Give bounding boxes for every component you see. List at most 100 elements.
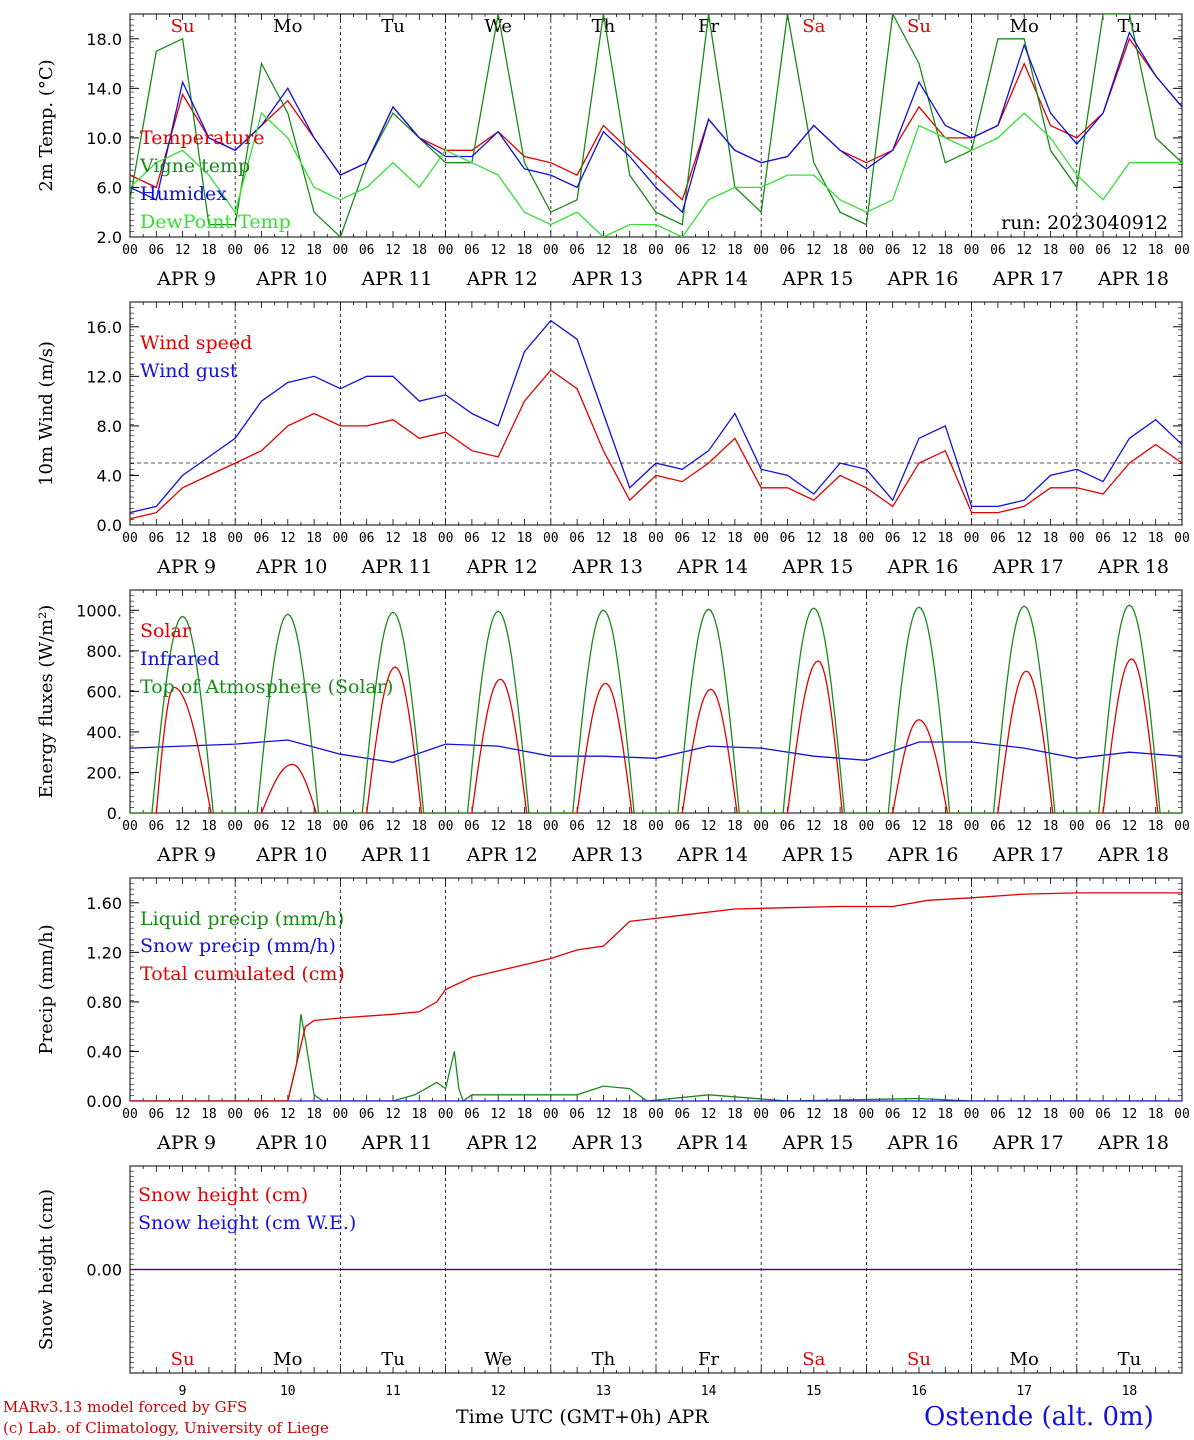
- y-tick-label: 18.0: [86, 30, 122, 49]
- legend-entry: DewPoint Temp: [140, 211, 291, 233]
- x-date-label: APR 11: [360, 268, 432, 290]
- x-hour-label: 06: [990, 243, 1006, 258]
- x-hour-label: 12: [385, 1107, 401, 1122]
- x-hour-label: 12: [175, 243, 191, 258]
- x-hour-label: 18: [832, 531, 848, 546]
- x-hour-label: 06: [254, 1107, 270, 1122]
- x-hour-label: 12: [280, 819, 296, 834]
- x-date-label: APR 13: [571, 1132, 643, 1154]
- y-tick-label: 10.0: [86, 129, 122, 148]
- x-hour-label: 12: [701, 531, 717, 546]
- x-hour-label: 00: [227, 531, 243, 546]
- x-date-label: APR 18: [1097, 268, 1169, 290]
- x-hour-label: 18: [937, 819, 953, 834]
- x-hour-label: 12: [1122, 531, 1138, 546]
- y-tick-label: 0.00: [86, 1261, 122, 1280]
- x-hour-label: 00: [122, 531, 138, 546]
- x-hour-label: 12: [385, 531, 401, 546]
- x-hour-label: 06: [254, 819, 270, 834]
- x-hour-label: 18: [201, 1107, 217, 1122]
- weekday-label: Tu: [381, 16, 405, 37]
- y-tick-label: 600.: [86, 682, 122, 701]
- x-date-label: APR 13: [571, 268, 643, 290]
- x-hour-label: 00: [1069, 243, 1085, 258]
- x-date-label: APR 12: [466, 1132, 538, 1154]
- x-hour-label: 18: [517, 1107, 533, 1122]
- x-hour-label: 18: [517, 243, 533, 258]
- x-hour-label: 00: [859, 819, 875, 834]
- series-group: [130, 604, 1182, 813]
- x-hour-label: 18: [832, 819, 848, 834]
- y-tick-label: 0.00: [86, 1092, 122, 1111]
- y-tick-label: 1.60: [86, 894, 122, 913]
- x-date-label: APR 16: [886, 268, 958, 290]
- x-date-label: APR 14: [676, 268, 748, 290]
- y-tick-label: 200.: [86, 763, 122, 782]
- x-date-label: APR 18: [1097, 556, 1169, 578]
- x-hour-label: 06: [148, 531, 164, 546]
- series-group: [130, 892, 1182, 1101]
- x-axis-title: Time UTC (GMT+0h) APR: [456, 1406, 709, 1428]
- x-hour-label: 06: [1095, 819, 1111, 834]
- run-label: run: 2023040912: [1001, 212, 1168, 234]
- x-hour-label: 06: [359, 1107, 375, 1122]
- x-hour-label: 06: [674, 1107, 690, 1122]
- series-line: [130, 14, 1182, 237]
- weekday-label: Su: [907, 1349, 931, 1370]
- legend-entry: Vigne temp: [139, 155, 250, 177]
- x-date-label: APR 14: [676, 556, 748, 578]
- x-date-label: APR 17: [992, 268, 1064, 290]
- x-day-number: 14: [701, 1384, 717, 1399]
- x-date-label: APR 13: [571, 556, 643, 578]
- panel-3: 0. 200. 400. 600. 800. 1000. Energy fluxes (W/…: [36, 589, 1190, 866]
- x-hour-label: 18: [411, 243, 427, 258]
- x-date-label: APR 15: [781, 1132, 853, 1154]
- x-hour-label: 12: [806, 819, 822, 834]
- x-hour-label: 18: [1043, 819, 1059, 834]
- x-hour-label: 18: [622, 819, 638, 834]
- x-hour-label: 18: [517, 819, 533, 834]
- x-hour-label: 12: [596, 531, 612, 546]
- weekday-label: We: [484, 16, 512, 37]
- x-date-label: APR 10: [255, 844, 327, 866]
- y-tick-label: 800.: [86, 642, 122, 661]
- x-date-label: APR 11: [360, 844, 432, 866]
- x-hour-label: 12: [175, 531, 191, 546]
- y-tick-label: 4.0: [97, 466, 122, 485]
- x-hour-label: 12: [806, 243, 822, 258]
- x-hour-label: 18: [306, 243, 322, 258]
- x-day-number: 11: [385, 1384, 401, 1399]
- x-hour-label: 00: [333, 1107, 349, 1122]
- x-hour-label: 12: [490, 531, 506, 546]
- x-hour-label: 06: [674, 819, 690, 834]
- x-date-label: APR 10: [255, 268, 327, 290]
- x-date-label: APR 16: [886, 844, 958, 866]
- x-hour-label: 00: [753, 531, 769, 546]
- legend-entry: Infrared: [140, 648, 220, 670]
- y-axis-label: 10m Wind (m/s): [36, 341, 57, 486]
- x-hour-label: 00: [333, 531, 349, 546]
- x-hour-label: 12: [385, 243, 401, 258]
- y-tick-label: 8.0: [97, 417, 122, 436]
- x-hour-label: 00: [227, 1107, 243, 1122]
- x-date-label: APR 12: [466, 556, 538, 578]
- x-hour-label: 06: [990, 819, 1006, 834]
- x-hour-label: 06: [780, 531, 796, 546]
- panel-frame: [129, 13, 1183, 238]
- x-hour-label: 06: [569, 243, 585, 258]
- x-date-label: APR 9: [156, 556, 216, 578]
- panel-5: 0.00 Snow height (cm) 9 10 11 12 13 14 15 16 17 18 S…: [36, 1165, 1183, 1399]
- y-tick-label: 0.80: [86, 993, 122, 1012]
- x-hour-label: 12: [701, 243, 717, 258]
- x-hour-label: 06: [464, 243, 480, 258]
- legend-entry: Top of Atmosphere (Solar): [140, 676, 393, 698]
- x-hour-label: 00: [122, 819, 138, 834]
- weekday-label: Mo: [1010, 1349, 1039, 1370]
- weekday-label: Fr: [698, 1349, 719, 1370]
- weekday-label: Sa: [802, 16, 825, 37]
- series-line: [130, 604, 1182, 813]
- x-hour-label: 18: [411, 531, 427, 546]
- series-line: [130, 1014, 1182, 1101]
- x-day-number: 10: [280, 1384, 296, 1399]
- x-hour-label: 18: [306, 531, 322, 546]
